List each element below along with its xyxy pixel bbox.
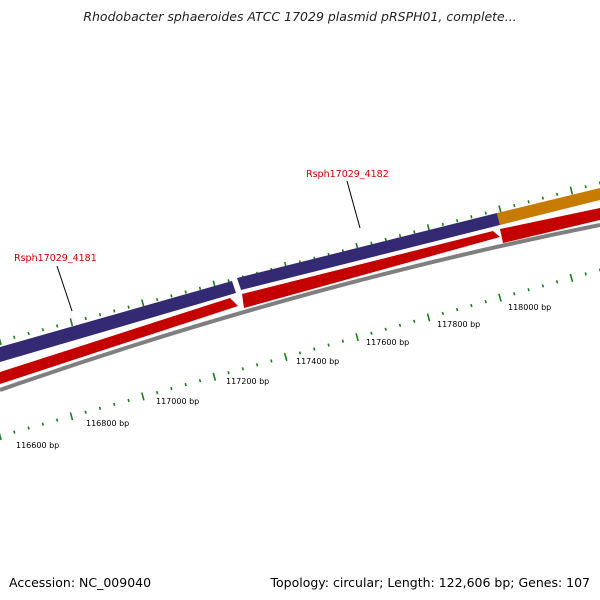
- scale-tick: [327, 343, 330, 347]
- scale-tick: [198, 378, 202, 383]
- outer-tick: [127, 305, 130, 309]
- outer-tick: [370, 241, 373, 245]
- outer-tick: [498, 205, 502, 214]
- scale-tick: [127, 398, 130, 403]
- scale-tick: [455, 307, 459, 312]
- leader-line-rsph17029-4181: [56, 265, 73, 312]
- outer-tick: [113, 309, 116, 313]
- outer-tick: [413, 230, 416, 234]
- scale-tick: [255, 363, 259, 367]
- gene-label-rsph17029-4182[interactable]: Rsph17029_4182: [306, 169, 389, 180]
- scale-tick: [484, 299, 487, 304]
- scale-label-117200: 117200 bp: [226, 377, 269, 386]
- scale-tick: [527, 288, 530, 292]
- scale-tick: [141, 392, 145, 401]
- scale-tick: [355, 333, 359, 342]
- scale-tick: [426, 313, 431, 322]
- scale-label-116600: 116600 bp: [16, 441, 59, 450]
- scale-tick: [212, 372, 217, 381]
- scale-tick: [541, 284, 545, 288]
- outer-tick: [456, 219, 459, 223]
- outer-tick: [484, 211, 487, 215]
- scale-tick: [384, 327, 387, 331]
- scale-tick: [227, 371, 230, 375]
- scale-tick: [270, 359, 273, 363]
- outer-tick: [184, 290, 187, 294]
- scale-tick: [69, 412, 74, 421]
- outer-tick: [84, 316, 87, 321]
- outer-tick: [13, 335, 16, 339]
- scale-tick: [98, 406, 102, 411]
- scale-tick: [184, 382, 187, 387]
- outer-tick: [513, 203, 516, 208]
- scale-label-117800: 117800 bp: [437, 320, 480, 329]
- scale-tick: [498, 293, 502, 302]
- scale-tick: [398, 323, 402, 328]
- leader-line-rsph17029-4182: [346, 180, 361, 229]
- scale-label-118000: 118000 bp: [508, 303, 551, 312]
- scale-tick: [341, 339, 345, 343]
- scale-label-116800: 116800 bp: [86, 419, 129, 428]
- scale-tick: [413, 319, 416, 324]
- scale-label-117600: 117600 bp: [366, 338, 409, 347]
- scale-tick: [13, 430, 16, 434]
- scale-tick: [441, 311, 445, 316]
- gene-rsph17029-4182-forward: [237, 213, 500, 290]
- outer-tick: [0, 337, 2, 346]
- scale-tick: [470, 303, 473, 308]
- outer-tick: [527, 200, 530, 204]
- scale-tick: [155, 390, 159, 395]
- outer-tick: [541, 196, 544, 200]
- scale-label-117400: 117400 bp: [296, 357, 339, 366]
- scale-tick: [241, 367, 245, 371]
- gene-red-reverse-1: [0, 298, 238, 384]
- backbone-line: [0, 223, 600, 392]
- outer-tick: [69, 318, 74, 327]
- scale-label-117000: 117000 bp: [156, 397, 199, 406]
- topology-stats-text: Topology: circular; Length: 122,606 bp; …: [270, 575, 591, 590]
- outer-tick: [198, 286, 202, 291]
- outer-tick: [470, 215, 473, 219]
- outer-tick: [141, 299, 145, 308]
- scale-tick: [41, 422, 45, 426]
- gene-rsph17029-4181-forward: [0, 281, 236, 362]
- gene-orange-forward: [497, 188, 600, 225]
- gene-red-reverse-2: [242, 231, 500, 308]
- scale-tick: [27, 426, 30, 430]
- outer-tick: [98, 312, 102, 317]
- outer-tick: [56, 324, 59, 328]
- gene-label-rsph17029-4181[interactable]: Rsph17029_4181: [14, 253, 97, 264]
- scale-tick: [513, 292, 516, 296]
- outer-tick: [569, 186, 574, 195]
- scale-tick: [113, 402, 116, 407]
- outer-tick: [27, 331, 30, 336]
- outer-tick: [441, 222, 444, 226]
- scale-tick: [84, 410, 87, 414]
- scale-tick: [555, 280, 559, 284]
- outer-tick: [584, 185, 587, 189]
- outer-tick: [556, 192, 559, 196]
- scale-tick: [569, 273, 574, 283]
- scale-tick: [584, 272, 587, 276]
- outer-tick: [384, 237, 387, 242]
- outer-tick: [41, 328, 44, 332]
- gene-red-reverse-3: [500, 208, 600, 243]
- outer-tick: [398, 233, 402, 238]
- scale-tick: [370, 331, 373, 335]
- scale-tick: [313, 347, 316, 351]
- scale-tick: [283, 352, 288, 362]
- scale-tick: [298, 351, 302, 355]
- scale-tick: [55, 418, 59, 422]
- scale-tick: [0, 433, 2, 441]
- outer-tick: [227, 279, 230, 283]
- accession-text: Accession: NC_009040: [9, 575, 152, 590]
- map-title: Rhodobacter sphaeroides ATCC 17029 plasm…: [83, 9, 517, 24]
- outer-tick: [170, 294, 173, 298]
- outer-tick: [156, 298, 159, 302]
- scale-tick: [170, 386, 173, 391]
